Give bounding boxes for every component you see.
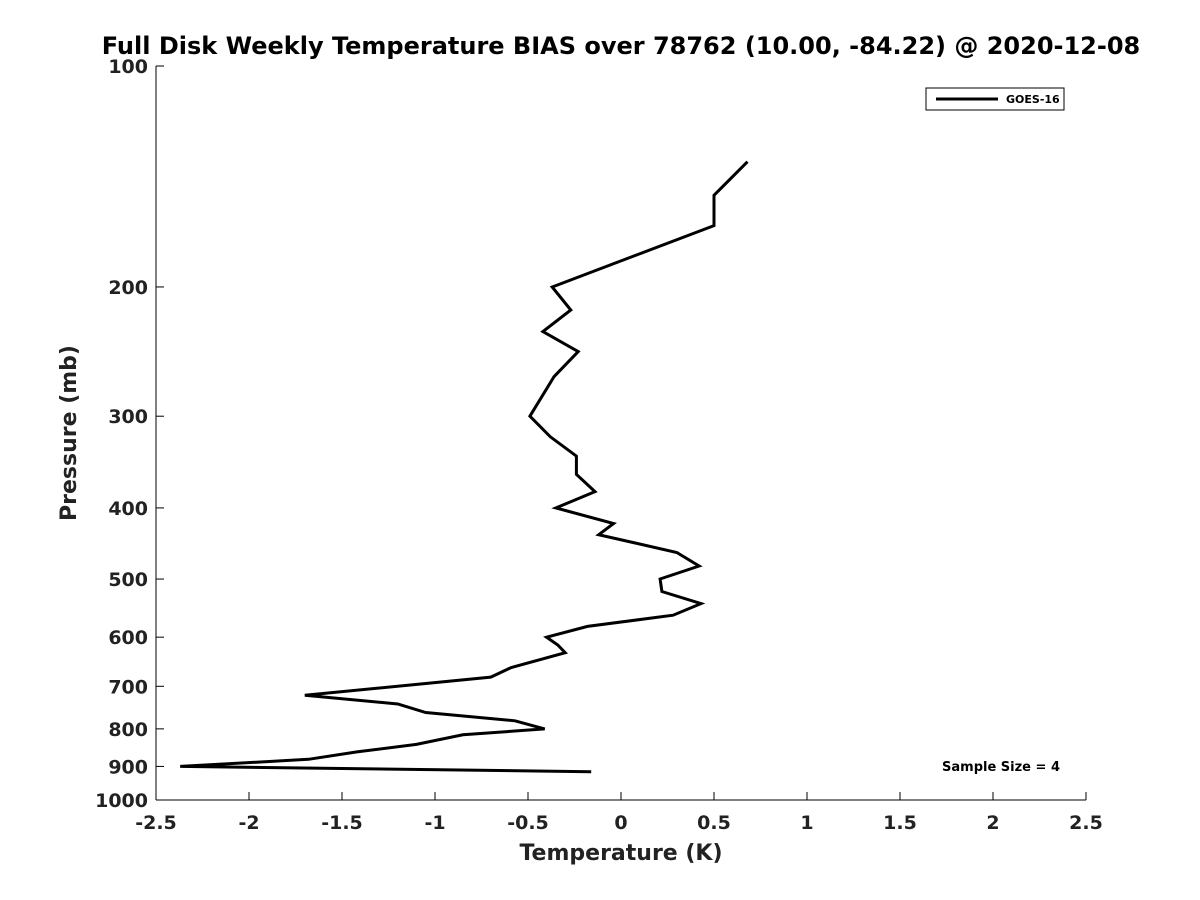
y-tick-label: 100 [108,56,148,78]
y-tick-label: 900 [108,756,148,778]
y-tick-label: 600 [108,627,148,649]
chart-title: Full Disk Weekly Temperature BIAS over 7… [102,32,1141,60]
x-tick-label: -1.5 [321,812,363,834]
legend: GOES-16 [925,87,1065,111]
y-axis-label: Pressure (mb) [57,345,82,521]
x-tick-label: 2.5 [1069,812,1103,834]
series-layer [180,160,749,774]
x-tick-label: -0.5 [507,812,549,834]
y-tick-label: 500 [108,569,148,591]
x-tick-label: -2.5 [135,812,177,834]
y-tick-label: 200 [108,277,148,299]
x-tick-label: 0.5 [697,812,731,834]
x-tick-label: -2 [238,812,259,834]
series-line-goes-16 [180,160,749,774]
y-tick-label: 1000 [95,790,148,812]
y-axis-ticks: 100 200 300 400 500 600 700 800 900 1000 [95,56,164,812]
y-tick-label: 800 [108,719,148,741]
x-tick-label: -1 [424,812,445,834]
sample-size-annotation: Sample Size = 4 [942,760,1060,775]
y-tick-label: 300 [108,406,148,428]
x-axis-ticks: -2.5 -2 -1.5 -1 -0.5 0 0.5 1 1.5 2 2.5 [135,792,1103,834]
x-axis-label: Temperature (K) [519,841,722,866]
x-tick-label: 1.5 [883,812,917,834]
legend-label-goes-16: GOES-16 [1006,93,1060,106]
x-tick-label: 2 [986,812,999,834]
x-tick-label: 1 [800,812,813,834]
y-tick-label: 700 [108,676,148,698]
x-tick-label: 0 [614,812,627,834]
y-tick-label: 400 [108,498,148,520]
